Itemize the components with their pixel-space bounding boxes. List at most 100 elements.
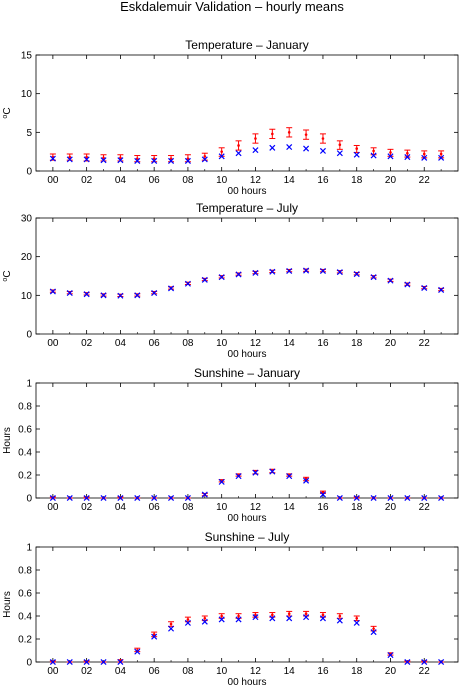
- obs-point: [117, 494, 124, 502]
- y-axis-label: oC: [2, 107, 14, 118]
- obs-point-stroke: [235, 473, 242, 480]
- x-tick-label: 04: [115, 175, 127, 186]
- x-tick-label: 08: [182, 502, 194, 513]
- axes-frame: [35, 54, 459, 172]
- obs-point-stroke: [438, 494, 445, 502]
- obs-point: [201, 156, 208, 163]
- obs-point: [168, 285, 175, 292]
- obs-point: [49, 288, 56, 295]
- obs-point: [134, 494, 141, 502]
- y-tick-label: 30: [21, 214, 33, 225]
- obs-point: [269, 615, 276, 622]
- obs-point: [49, 494, 56, 502]
- panel-title: Sunshine – July: [205, 530, 290, 544]
- obs-point-stroke: [387, 494, 394, 502]
- obs-point-stroke: [83, 156, 90, 163]
- x-tick-label: 06: [149, 502, 161, 513]
- obs-point: [353, 619, 360, 626]
- model-point: [186, 157, 190, 160]
- model-point: [287, 131, 291, 134]
- obs-point-stroke: [66, 494, 73, 502]
- x-tick-label: 00: [47, 338, 59, 349]
- obs-point-stroke: [151, 494, 158, 502]
- obs-point-stroke: [303, 477, 310, 484]
- x-tick-label: 02: [81, 666, 93, 677]
- obs-point-stroke: [184, 619, 191, 626]
- x-tick-label: 16: [317, 338, 329, 349]
- obs-point: [336, 269, 343, 276]
- model-point: [355, 617, 359, 620]
- obs-point: [303, 477, 310, 484]
- model-point: [220, 614, 223, 618]
- obs-point: [269, 268, 276, 275]
- y-tick-label: 15: [21, 51, 33, 62]
- model-point: [389, 151, 392, 154]
- obs-point-stroke: [218, 478, 225, 485]
- model-point: [422, 152, 426, 156]
- x-tick-label: 06: [149, 666, 161, 677]
- obs-point: [66, 289, 73, 297]
- axes-frame: [35, 382, 459, 499]
- obs-point-stroke: [336, 494, 343, 502]
- obs-point-stroke: [151, 289, 158, 297]
- obs-point-stroke: [235, 616, 242, 623]
- obs-point-stroke: [438, 286, 445, 293]
- model-point: [203, 617, 207, 620]
- obs-point: [438, 154, 445, 161]
- y-tick-label: 0.8: [18, 566, 32, 577]
- x-axis-label: 00 hours: [228, 677, 267, 688]
- x-tick-label: 02: [81, 175, 93, 186]
- obs-point: [438, 494, 445, 502]
- obs-point: [184, 157, 191, 164]
- obs-point-stroke: [286, 267, 293, 274]
- obs-point-stroke: [269, 144, 276, 151]
- obs-point: [336, 150, 343, 157]
- obs-point: [66, 658, 73, 666]
- obs-point-stroke: [387, 652, 394, 659]
- obs-point-stroke: [353, 619, 360, 626]
- obs-point: [66, 156, 73, 163]
- x-tick-label: 00: [47, 666, 59, 677]
- obs-point: [421, 658, 428, 666]
- obs-point-stroke: [353, 151, 360, 158]
- obs-point-stroke: [184, 280, 191, 287]
- obs-point-stroke: [421, 154, 428, 161]
- obs-point: [151, 289, 158, 297]
- chart-panel: Temperature – July 00 02 04 06 08 10 12 14 16 18 20…: [2, 201, 459, 360]
- obs-point: [49, 658, 56, 666]
- obs-point: [100, 157, 107, 164]
- obs-point-stroke: [387, 277, 394, 284]
- obs-point-stroke: [303, 145, 310, 152]
- x-tick-label: 14: [284, 175, 296, 186]
- model-point: [304, 477, 308, 480]
- obs-point: [252, 269, 259, 276]
- obs-point-stroke: [286, 473, 293, 480]
- model-point: [338, 614, 342, 618]
- y-tick-label: 0: [26, 494, 32, 505]
- panel-title: Sunshine – January: [194, 366, 300, 380]
- obs-point: [286, 267, 293, 274]
- x-tick-label: 08: [182, 175, 194, 186]
- y-axis-label: Hours: [2, 591, 13, 618]
- axes-frame: [35, 546, 459, 663]
- obs-point: [319, 491, 326, 498]
- x-tick-label: 00: [47, 502, 59, 513]
- obs-point-stroke: [353, 494, 360, 502]
- x-tick-label: 12: [250, 502, 262, 513]
- x-tick-label: 20: [385, 502, 397, 513]
- obs-point-stroke: [387, 153, 394, 160]
- obs-point-stroke: [370, 494, 377, 502]
- y-axis-label-superscript: o: [2, 115, 9, 119]
- model-point: [254, 137, 257, 140]
- x-tick-label: 14: [284, 666, 296, 677]
- obs-point: [151, 157, 158, 164]
- obs-point: [218, 153, 225, 160]
- y-tick-label: 1: [26, 379, 32, 390]
- obs-point-stroke: [66, 156, 73, 163]
- y-tick-label: 0.6: [18, 425, 32, 436]
- obs-point: [100, 494, 107, 502]
- obs-point-stroke: [66, 658, 73, 666]
- obs-point-stroke: [117, 292, 124, 299]
- obs-point-stroke: [201, 491, 208, 498]
